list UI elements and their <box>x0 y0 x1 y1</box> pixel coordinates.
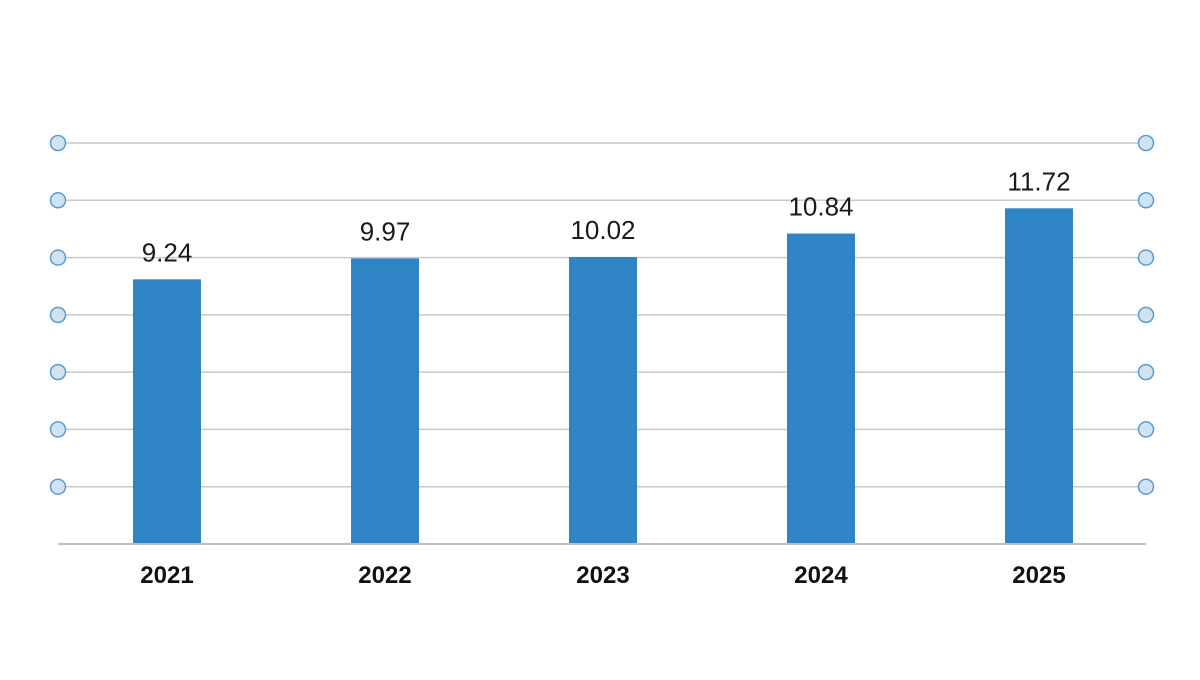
gridline-marker-left <box>49 478 67 495</box>
x-tick-label-2023: 2023 <box>576 562 629 589</box>
x-tick-label-2024: 2024 <box>794 562 848 589</box>
gridline-marker-left <box>49 363 67 381</box>
gridline-marker-right <box>1137 134 1155 152</box>
gridline-marker-right <box>1137 363 1155 381</box>
gridline-marker-left <box>49 249 67 266</box>
bar-2023 <box>569 256 637 544</box>
gridline-marker-right <box>1137 421 1155 438</box>
value-label-2025: 11.72 <box>1007 166 1070 196</box>
x-tick-labels: 2021 2022 2023 2024 2025 <box>140 562 1065 589</box>
x-tick-label-2022: 2022 <box>358 562 411 589</box>
x-tick-label-2021: 2021 <box>140 562 193 589</box>
gridline-marker-left <box>49 192 67 209</box>
value-label-2021: 9.24 <box>142 237 193 267</box>
bar-2024 <box>787 233 855 545</box>
bar-2025 <box>1005 208 1073 544</box>
bar-2021 <box>133 279 201 544</box>
gridline-marker-right <box>1137 249 1155 266</box>
value-label-2023: 10.02 <box>570 215 635 245</box>
x-tick-label-2025: 2025 <box>1012 562 1065 589</box>
gridline-marker-left <box>49 306 67 324</box>
gridline-marker-left <box>49 134 67 152</box>
value-labels: 9.24 9.97 10.02 10.84 11.72 <box>142 166 1071 267</box>
gridline-markers <box>49 134 1155 495</box>
gridline-marker-right <box>1137 306 1155 324</box>
gridline-marker-left <box>49 421 67 438</box>
value-label-2022: 9.97 <box>360 216 411 246</box>
bars <box>133 208 1073 545</box>
value-label-2024: 10.84 <box>788 192 853 222</box>
gridline-marker-right <box>1137 478 1155 495</box>
bar-2022 <box>351 258 419 544</box>
gridline-marker-right <box>1137 192 1155 209</box>
